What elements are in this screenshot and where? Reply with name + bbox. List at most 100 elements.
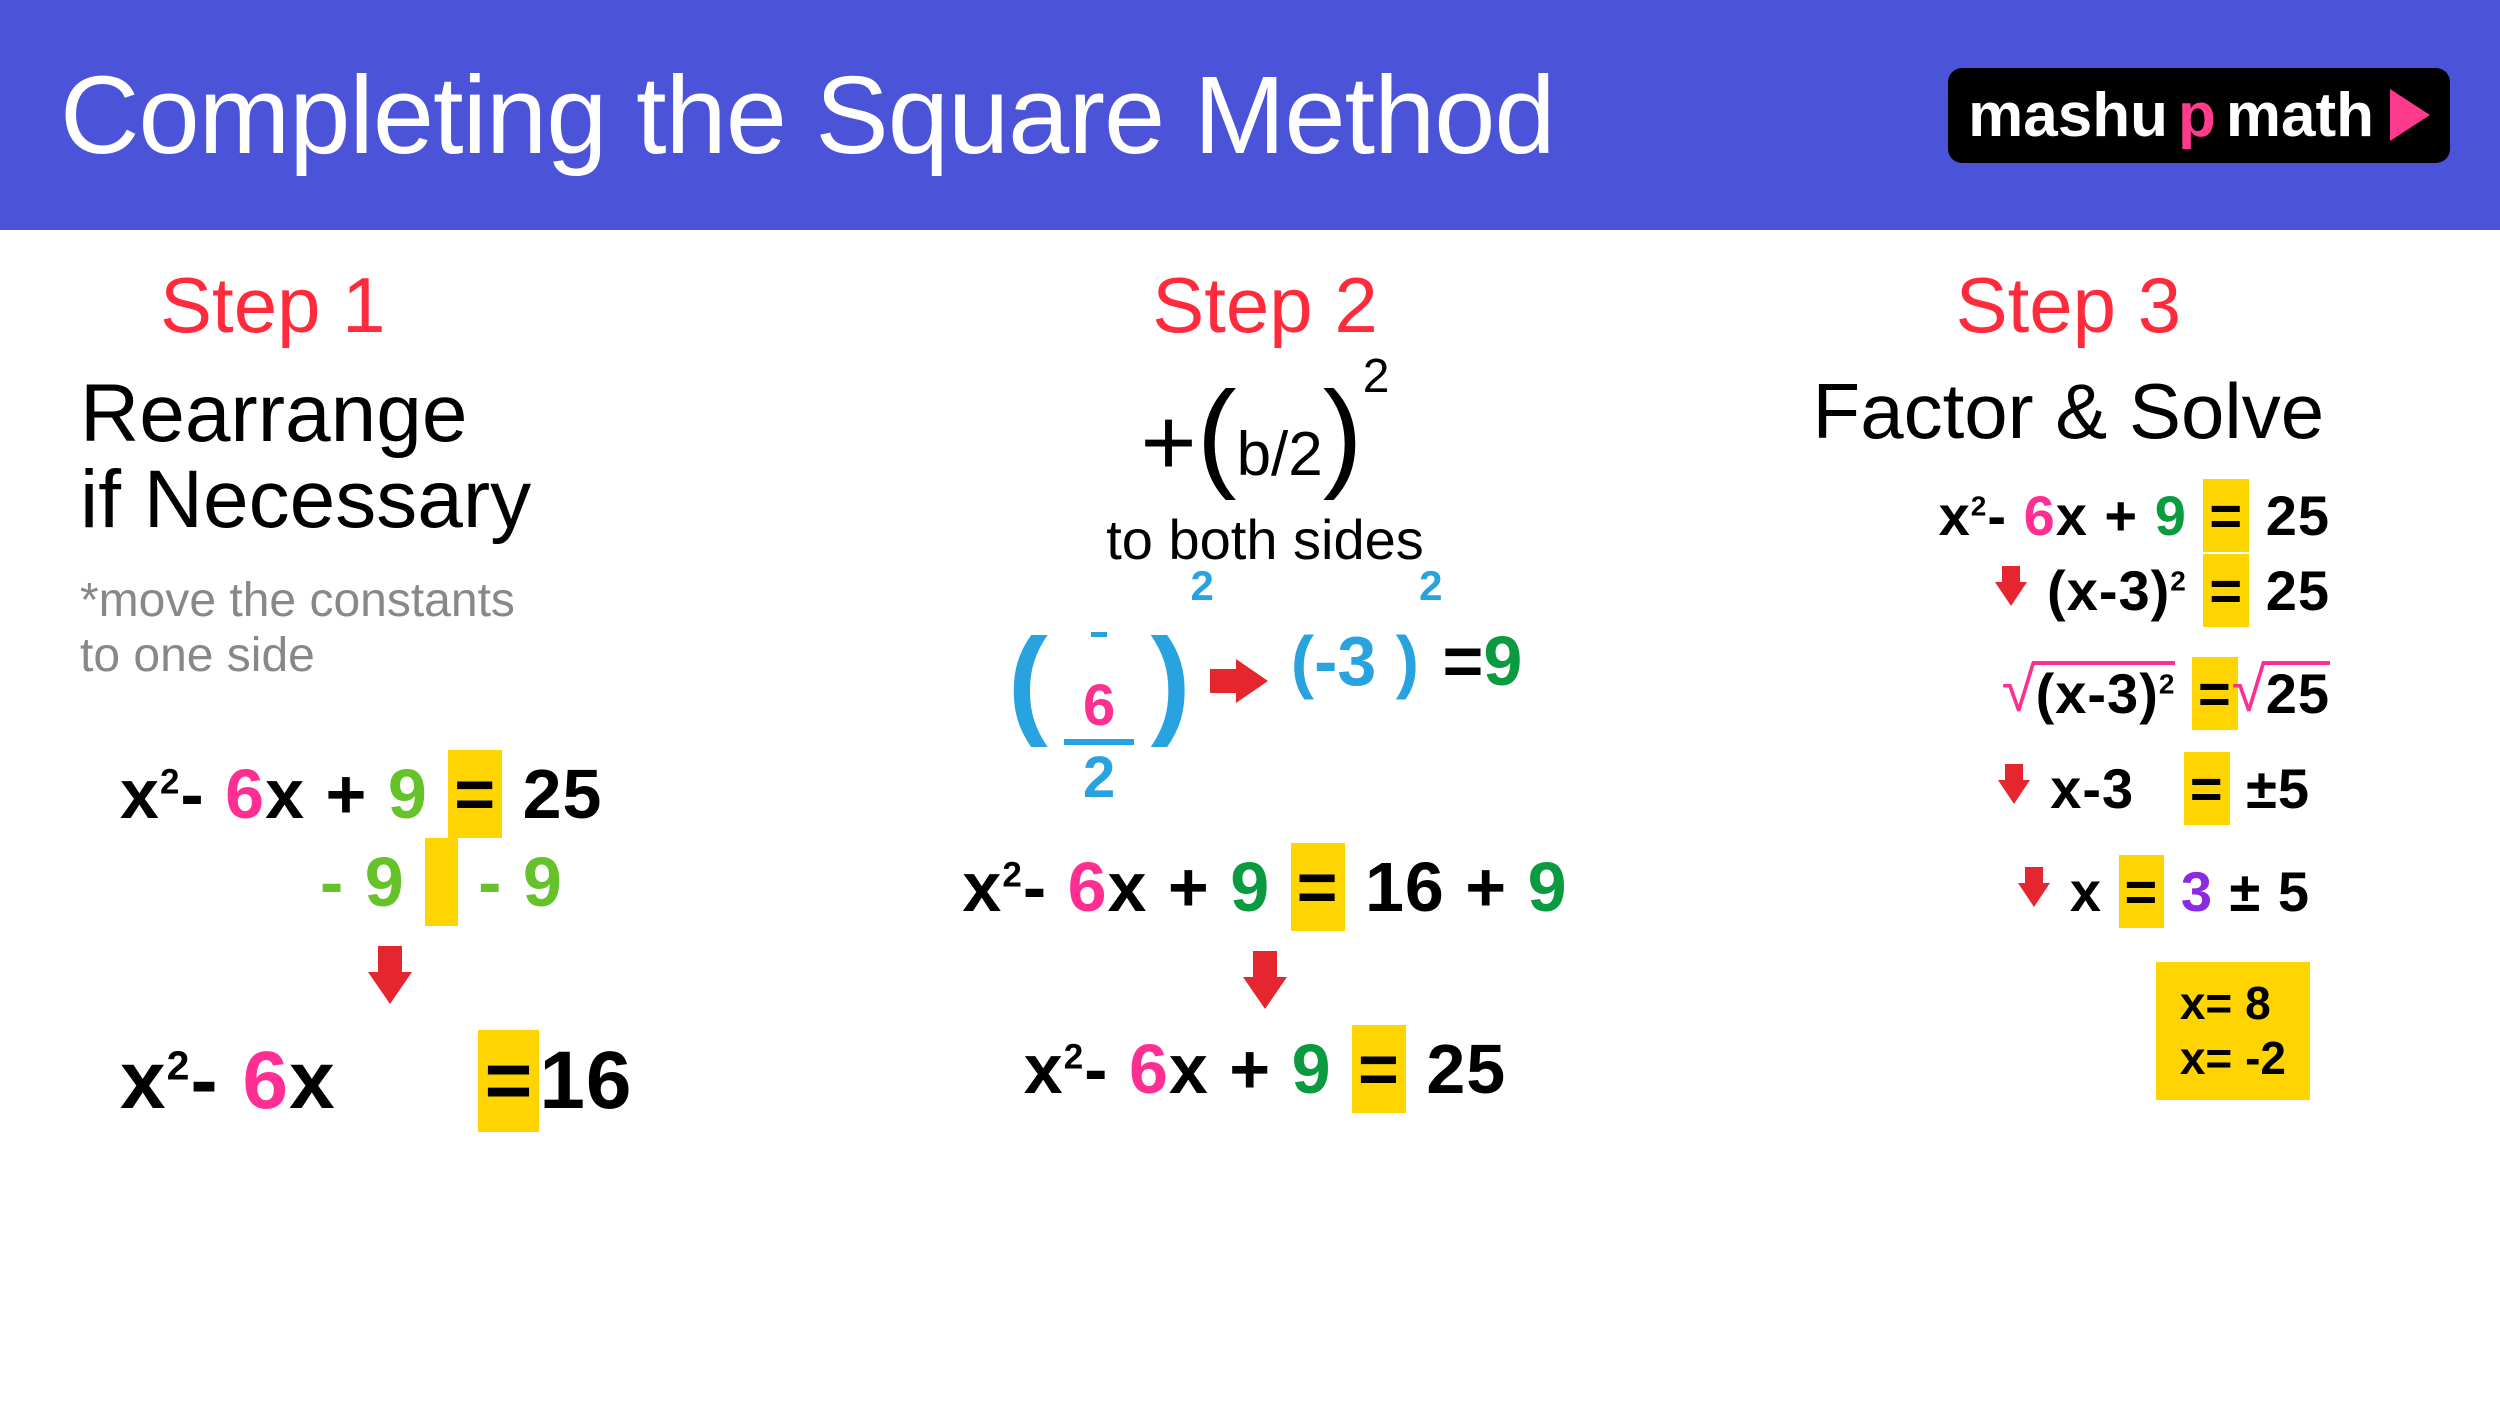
t: x <box>1169 1030 1209 1108</box>
t: + <box>1147 848 1230 926</box>
t: 2 <box>1971 490 1988 521</box>
logo-text-suffix: math <box>2226 80 2374 151</box>
t: 6 <box>2024 484 2056 547</box>
arrow-down-icon <box>1243 977 1287 1009</box>
rp: ) <box>1151 612 1191 750</box>
step3-subtitle: Factor & Solve <box>1687 371 2450 453</box>
page-title: Completing the Square Method <box>60 52 1555 179</box>
t: - 9 <box>478 843 563 921</box>
t: x <box>2056 484 2088 547</box>
t: ( <box>1197 367 1237 501</box>
logo-badge: mashupmath <box>1948 68 2450 163</box>
t: = <box>448 754 502 834</box>
answer2: x= -2 <box>2180 1031 2286 1086</box>
t: + <box>1445 848 1528 926</box>
bar <box>2032 661 2176 665</box>
step1-column: Step 1 Rearrange if Necessary *move the … <box>80 260 843 1136</box>
step3-r2: (x-3)2 = 25 <box>2047 558 2330 623</box>
t: 16 <box>539 1035 632 1126</box>
t: ± <box>2230 860 2262 923</box>
t: 2 <box>167 1042 191 1088</box>
step2-subtitle: to both sides <box>883 507 1646 572</box>
t: (x-3) <box>2047 559 2170 622</box>
t: = <box>2184 756 2230 821</box>
arrow-wrap <box>360 972 420 1004</box>
t: x <box>962 848 1002 926</box>
arrow-down-icon <box>1998 780 2030 804</box>
t: 2 <box>2170 565 2187 596</box>
t: 6 <box>1068 848 1108 926</box>
t: b/2 <box>1237 420 1323 489</box>
t: 9 <box>365 843 405 921</box>
t: = <box>1352 1029 1406 1109</box>
t: 25 <box>2266 484 2330 547</box>
step2-label: Step 2 <box>883 260 1646 351</box>
t: = <box>1291 847 1345 927</box>
t: 9 <box>1230 848 1270 926</box>
step3-r4: x-3 = ±5 <box>2050 756 2310 821</box>
t: - <box>180 755 225 833</box>
t: = <box>478 1034 539 1128</box>
answers-wrap: x= 8 x= -2 <box>1747 962 2450 1100</box>
t: 2 <box>1191 562 1214 609</box>
step2-column: Step 2 +(b/2)2 to both sides ( 6 2 )2 (-… <box>883 260 1646 1136</box>
t: 2 <box>1419 562 1442 609</box>
t: 5 <box>2278 757 2310 820</box>
t: x <box>1939 484 1971 547</box>
t: = <box>1442 622 1483 700</box>
t: 9 <box>1292 1030 1332 1108</box>
t: 6 <box>1129 1030 1169 1108</box>
t: 9 <box>388 755 428 833</box>
columns-wrap: Step 1 Rearrange if Necessary *move the … <box>0 230 2500 1136</box>
logo-text-accent: p <box>2178 80 2216 151</box>
step2-formula: +(b/2)2 <box>883 371 1646 497</box>
t: x <box>289 1035 336 1126</box>
t: (-3 ) <box>1291 622 1419 700</box>
t: + <box>2088 484 2155 547</box>
step1-subtitle-l1: Rearrange <box>80 368 467 459</box>
t: 25 <box>1426 1030 1506 1108</box>
t: x <box>120 755 160 833</box>
step3-r5: x = 3 ± 5 <box>2070 859 2310 924</box>
t: 2 <box>1083 749 1115 807</box>
t: - <box>1084 1030 1129 1108</box>
step3-r5-row: x = 3 ± 5 <box>1747 859 2450 932</box>
step1-eq1: x2- 6x + 9 = 25 <box>120 754 843 834</box>
step3-r1: x2- 6x + 9 = 25 <box>1747 483 2450 548</box>
t: 9 <box>1528 848 1568 926</box>
t: ± <box>2246 757 2278 820</box>
step1-note: *move the constants to one side <box>80 573 843 683</box>
sqrt-rhs: 25 <box>2238 661 2330 726</box>
t: 2 <box>1363 350 1390 403</box>
t: 6 <box>225 755 265 833</box>
step1-subtitle: Rearrange if Necessary <box>80 371 843 543</box>
answer1: x= 8 <box>2180 976 2286 1031</box>
t: x <box>120 1035 167 1126</box>
bar <box>2262 661 2330 665</box>
t: = <box>2203 558 2249 623</box>
t: + <box>1209 1030 1292 1108</box>
t: 25 <box>2266 662 2330 725</box>
header-bar: Completing the Square Method mashupmath <box>0 0 2500 230</box>
lp: ( <box>1008 612 1048 750</box>
t: - <box>190 1035 242 1126</box>
step2-eq1: x2- 6x + 9 = 16 + 9 <box>883 847 1646 927</box>
step3-r2-row: (x-3)2 = 25 <box>1747 558 2450 631</box>
t: - <box>1023 848 1068 926</box>
t: x <box>1024 1030 1064 1108</box>
sqrt-lhs: (x-3)2 <box>2008 661 2176 726</box>
arrow-right-icon <box>1236 659 1268 703</box>
step3-r4-row: x-3 = ±5 <box>1747 756 2450 829</box>
t: x <box>2070 860 2102 923</box>
t: x <box>1108 848 1148 926</box>
t: 2 <box>1002 856 1022 895</box>
step3-column: Step 3 Factor & Solve x2- 6x + 9 = 25 (x… <box>1687 260 2450 1136</box>
t: ) <box>1323 367 1363 501</box>
t: - <box>1987 484 2023 547</box>
step2-eq2: x2- 6x + 9 = 25 <box>883 1029 1646 1109</box>
answers-box: x= 8 x= -2 <box>2156 962 2310 1100</box>
t <box>425 842 457 922</box>
step2-calc: ( 6 2 )2 (-3 )2=9 <box>883 612 1646 807</box>
t: 6 <box>243 1035 290 1126</box>
t: 5 <box>2278 860 2310 923</box>
